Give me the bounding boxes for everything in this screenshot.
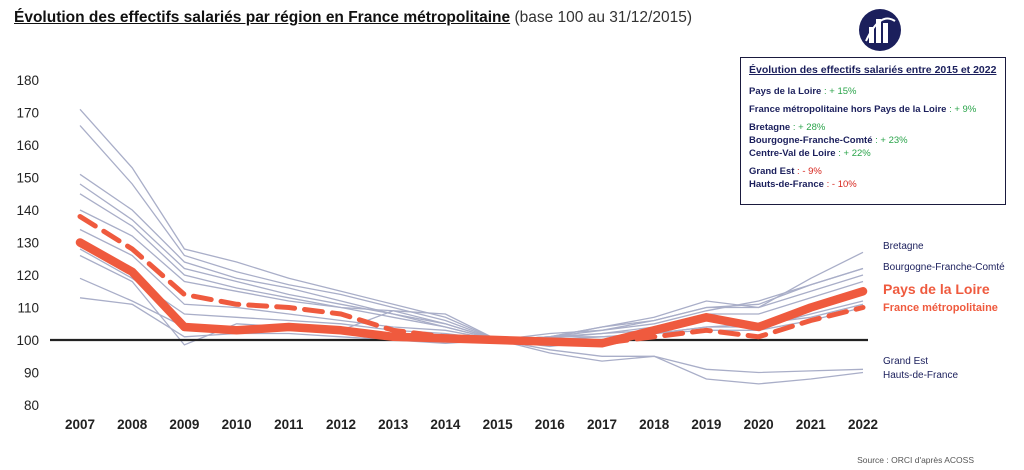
- x-tick-label: 2016: [535, 417, 566, 432]
- y-tick-label: 140: [16, 203, 39, 218]
- legend-item-name: France métropolitaine hors Pays de la Lo…: [749, 104, 947, 115]
- x-tick-label: 2009: [169, 417, 199, 432]
- legend-items: Pays de la Loire : + 15% France métropoli…: [749, 85, 997, 191]
- y-tick-label: 170: [16, 106, 39, 121]
- x-tick-label: 2013: [378, 417, 409, 432]
- source-note: Source : ORCI d'après ACOSS: [857, 455, 974, 465]
- x-tick-label: 2018: [639, 417, 670, 432]
- y-tick-label: 180: [16, 73, 39, 88]
- series-end-label: Pays de la Loire: [883, 281, 990, 297]
- y-tick-label: 120: [16, 268, 39, 283]
- series-end-label: Grand Est: [883, 356, 928, 367]
- legend-item-value: : + 9%: [946, 104, 977, 115]
- series-end-label: Bretagne: [883, 241, 924, 252]
- x-tick-label: 2015: [483, 417, 514, 432]
- legend-item-value: : - 9%: [794, 166, 822, 177]
- y-tick-label: 130: [16, 236, 39, 251]
- legend-item-name: Bretagne: [749, 122, 791, 133]
- region-series-line: [79, 183, 864, 341]
- legend-item-value: : + 22%: [835, 148, 871, 159]
- x-tick-label: 2020: [744, 417, 774, 432]
- x-tick-label: 2011: [274, 417, 304, 432]
- legend-item: Hauts-de-France : - 10%: [749, 178, 997, 191]
- legend-item-value: : + 28%: [790, 122, 826, 133]
- legend-item: Grand Est : - 9%: [749, 165, 997, 178]
- y-tick-label: 80: [24, 398, 39, 413]
- legend-item-name: Pays de la Loire: [749, 86, 822, 97]
- chart-title: Évolution des effectifs salariés par rég…: [14, 9, 692, 27]
- y-tick-label: 150: [16, 171, 39, 186]
- legend-item-name: Grand Est: [749, 166, 795, 177]
- x-tick-label: 2007: [65, 417, 95, 432]
- x-tick-label: 2021: [796, 417, 827, 432]
- legend-item: Centre-Val de Loire : + 22%: [749, 147, 997, 160]
- x-tick-label: 2017: [587, 417, 617, 432]
- legend-item: Bourgogne-Franche-Comté : + 23%: [749, 134, 997, 147]
- x-tick-label: 2008: [117, 417, 148, 432]
- evolution-legend-box: Évolution des effectifs salariés entre 2…: [740, 57, 1006, 205]
- x-tick-label: 2010: [222, 417, 252, 432]
- region-series-line: [79, 193, 864, 341]
- legend-item-name: Hauts-de-France: [749, 179, 824, 190]
- y-tick-label: 100: [16, 333, 39, 348]
- legend-item-value: : + 15%: [821, 86, 857, 97]
- series-end-label: Bourgogne-Franche-Comté: [883, 262, 1005, 273]
- building-chart-logo-icon: [859, 9, 901, 51]
- legend-item: Pays de la Loire : + 15%: [749, 85, 997, 98]
- x-tick-label: 2019: [691, 417, 721, 432]
- legend-item: France métropolitaine hors Pays de la Lo…: [749, 103, 997, 116]
- series-end-label: Hauts-de-France: [883, 370, 958, 381]
- legend-item: Bretagne : + 28%: [749, 121, 997, 134]
- chart-title-main: Évolution des effectifs salariés par rég…: [14, 9, 511, 26]
- y-tick-label: 110: [17, 301, 39, 316]
- france-metropolitaine-line: [77, 214, 866, 346]
- legend-item-value: : - 10%: [823, 179, 857, 190]
- x-tick-label: 2014: [430, 417, 461, 432]
- x-tick-label: 2022: [848, 417, 878, 432]
- y-tick-label: 90: [24, 366, 39, 381]
- legend-item-value: : + 23%: [872, 135, 908, 146]
- x-tick-label: 2012: [326, 417, 356, 432]
- legend-item-name: Bourgogne-Franche-Comté: [749, 135, 873, 146]
- y-tick-label: 160: [16, 138, 39, 153]
- series-end-label: France métropolitaine: [883, 302, 998, 314]
- region-series-line: [79, 108, 864, 341]
- chart-title-sub: (base 100 au 31/12/2015): [514, 9, 692, 26]
- legend-title: Évolution des effectifs salariés entre 2…: [749, 64, 997, 76]
- legend-item-name: Centre-Val de Loire: [749, 148, 836, 159]
